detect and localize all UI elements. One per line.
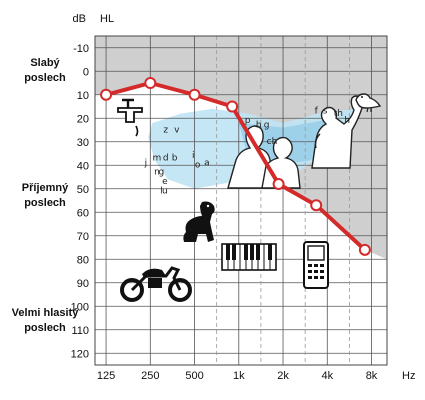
- x-tick-label: 250: [141, 370, 159, 382]
- dog-icon: [183, 201, 215, 242]
- motorcycle-icon: [120, 266, 192, 302]
- speech-letter: b: [172, 154, 178, 164]
- speech-letter: u: [162, 186, 168, 196]
- speech-letter: p: [245, 116, 251, 126]
- zone-label-soft: Slabý poslech: [2, 56, 88, 86]
- series-layer: [100, 77, 371, 256]
- y-unit-left: dB: [73, 13, 86, 25]
- speech-letter: g: [264, 121, 270, 131]
- x-tick-label: 2k: [277, 370, 289, 382]
- speech-letter: d: [163, 154, 169, 164]
- zone-label-soft-line1: Slabý: [30, 57, 60, 69]
- y-tick-label: 90: [77, 278, 89, 290]
- y-tick-label: 120: [71, 348, 89, 360]
- zone-label-very-loud-line1: Velmi hlasitý: [11, 307, 79, 319]
- data-point: [144, 77, 157, 89]
- zone-label-comfortable-line1: Příjemný: [21, 182, 69, 194]
- speech-letter: g: [159, 168, 165, 178]
- data-point: [310, 199, 323, 212]
- bird-icon: [355, 93, 382, 113]
- y-tick-label: 70: [77, 231, 89, 243]
- faucet-icon: [117, 98, 143, 137]
- speech-letter: i: [192, 151, 195, 161]
- y-tick-label: 10: [77, 90, 89, 102]
- phone-icon: [303, 241, 329, 289]
- y-tick-label: -10: [73, 43, 89, 55]
- icon-layer: [117, 93, 382, 302]
- y-tick-label: 0: [83, 66, 89, 78]
- speech-letter: o: [195, 161, 201, 171]
- speech-letter: z: [163, 125, 168, 135]
- speech-letter: n: [154, 168, 160, 178]
- x-tick-label: 4k: [321, 370, 333, 382]
- speech-letter: th: [334, 109, 343, 119]
- data-point: [188, 88, 201, 101]
- zone-label-very-loud-line2: poslech: [24, 322, 66, 334]
- y-tick-label: 30: [77, 137, 89, 149]
- speech-letter: ch: [267, 137, 278, 147]
- y-tick-label: 40: [77, 160, 89, 172]
- speech-letter: s: [323, 107, 328, 117]
- speech-letter: f: [315, 107, 319, 117]
- speech-letter: v: [174, 125, 180, 135]
- speech-letter: h: [256, 121, 262, 131]
- zone-label-comfortable: Příjemný poslech: [2, 181, 88, 211]
- y-tick-label: 100: [71, 301, 89, 313]
- x-tick-label: 125: [97, 370, 115, 382]
- x-axis-label: Hz: [402, 370, 415, 382]
- y-tick-label: 50: [77, 184, 89, 196]
- data-point: [272, 178, 285, 191]
- background-layer: [95, 36, 387, 365]
- y-tick-label: 110: [71, 325, 89, 337]
- piano-icon: [221, 243, 277, 271]
- zone-label-very-loud: Velmi hlasitý poslech: [2, 306, 88, 336]
- speech-letter: a: [204, 158, 210, 168]
- data-point: [100, 88, 113, 101]
- speech-letter: h: [344, 116, 350, 126]
- y-tick-label: 80: [77, 254, 89, 266]
- axis-layer: -10 0 10 20 30 40 50 60 70 80 90 100 110 120 125 250 500…: [71, 13, 416, 382]
- zone-label-comfortable-line2: poslech: [24, 197, 66, 209]
- speech-letter: e: [162, 177, 168, 187]
- zone-label-soft-line2: poslech: [24, 72, 66, 84]
- y-tick-label: 20: [77, 113, 89, 125]
- speech-letter: l: [160, 186, 163, 196]
- plot-border: [94, 35, 388, 366]
- speech-letter: j: [144, 158, 148, 168]
- y-unit-right: HL: [100, 13, 114, 25]
- x-tick-label: 500: [185, 370, 203, 382]
- data-point: [226, 100, 239, 113]
- x-tick-label: 1k: [233, 370, 245, 382]
- speech-letter: m: [153, 154, 162, 164]
- data-point: [358, 243, 371, 256]
- x-tick-label: 8k: [366, 370, 378, 382]
- y-tick-label: 60: [77, 207, 89, 219]
